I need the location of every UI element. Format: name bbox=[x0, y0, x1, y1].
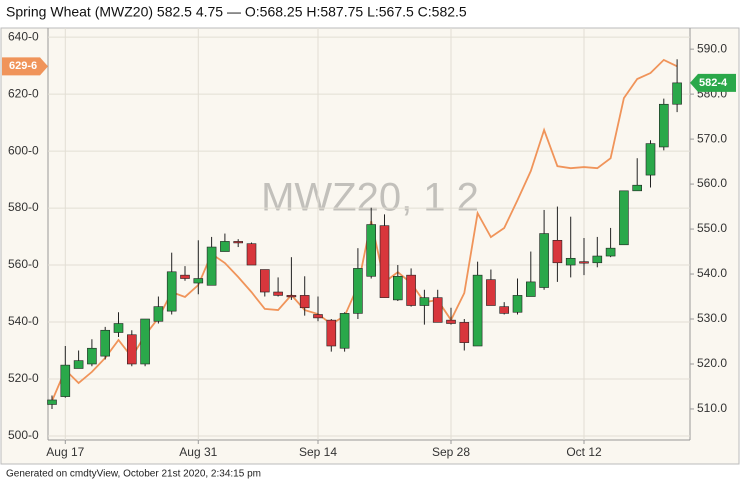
candle-body bbox=[233, 241, 243, 244]
candle-body bbox=[273, 291, 283, 296]
candle-body bbox=[246, 243, 257, 266]
candle-body bbox=[326, 319, 337, 347]
last-label: 629-6 bbox=[9, 60, 37, 72]
last-badge bbox=[2, 57, 48, 76]
candle-body bbox=[313, 314, 323, 319]
candle-body bbox=[180, 274, 190, 279]
candle-body bbox=[645, 143, 656, 176]
candle-body bbox=[592, 255, 603, 264]
y-tick-label: 620-0 bbox=[8, 86, 39, 100]
candle-body bbox=[472, 274, 483, 347]
candle-body bbox=[619, 190, 629, 246]
candle-body bbox=[539, 233, 549, 288]
chart-title: Spring Wheat (MWZ20) 582.5 4.75 — O:568.… bbox=[6, 4, 467, 20]
y2-tick-label: 510.0 bbox=[697, 401, 727, 415]
candle-body bbox=[366, 224, 377, 277]
candle-body bbox=[459, 322, 470, 343]
candle-body bbox=[525, 281, 536, 297]
candle-body bbox=[512, 295, 523, 313]
y2-tick-label: 550.0 bbox=[697, 221, 727, 235]
candle-body bbox=[60, 364, 71, 397]
y-tick-label: 500-0 bbox=[8, 428, 39, 442]
candle-body bbox=[166, 271, 177, 312]
candle-body bbox=[379, 225, 390, 298]
candle-body bbox=[193, 278, 204, 284]
x-tick-label: Sep 14 bbox=[299, 445, 337, 459]
y2-tick-label: 520.0 bbox=[697, 356, 727, 370]
candle-body bbox=[658, 103, 669, 148]
y-tick-label: 600-0 bbox=[8, 143, 39, 157]
candle-body bbox=[87, 347, 97, 365]
watermark: MWZ20, 1 2 bbox=[261, 176, 479, 220]
footer: Generated on cmdtyView, October 21st 202… bbox=[6, 469, 261, 480]
y2-tick-label: 560.0 bbox=[697, 176, 727, 190]
x-tick-label: Sep 28 bbox=[432, 445, 470, 459]
candle-body bbox=[406, 274, 416, 306]
y-tick-label: 560-0 bbox=[8, 257, 39, 271]
candle-body bbox=[286, 295, 297, 298]
y2-tick-label: 590.0 bbox=[697, 41, 727, 55]
x-tick-label: Oct 12 bbox=[566, 445, 602, 459]
candle-body bbox=[206, 246, 217, 286]
last-label: 582-4 bbox=[699, 77, 728, 89]
candle-body bbox=[140, 318, 150, 365]
candle-body bbox=[392, 275, 403, 301]
y-tick-label: 640-0 bbox=[8, 29, 39, 43]
last-badge bbox=[690, 73, 736, 92]
candle-body bbox=[605, 247, 616, 257]
candle-body bbox=[632, 184, 643, 192]
candle-body bbox=[499, 306, 510, 314]
candle-body bbox=[299, 295, 310, 309]
candle-body bbox=[565, 257, 576, 266]
x-tick-label: Aug 31 bbox=[179, 445, 217, 459]
candle-body bbox=[220, 241, 230, 252]
candle-body bbox=[552, 239, 563, 264]
candle-body bbox=[579, 261, 589, 264]
candle-body bbox=[419, 297, 430, 306]
candle-body bbox=[486, 279, 496, 306]
candle-body bbox=[446, 319, 456, 324]
y-tick-label: 580-0 bbox=[8, 200, 39, 214]
candle-body bbox=[432, 297, 443, 323]
candle-body bbox=[100, 329, 110, 357]
candle-body bbox=[153, 306, 164, 322]
y-tick-label: 520-0 bbox=[8, 371, 39, 385]
y2-tick-label: 530.0 bbox=[697, 311, 727, 325]
y-tick-label: 540-0 bbox=[8, 314, 39, 328]
candle-body bbox=[353, 268, 363, 314]
candle-body bbox=[259, 269, 270, 293]
x-tick-label: Aug 17 bbox=[46, 445, 84, 459]
candle-body bbox=[73, 360, 84, 369]
candle-body bbox=[339, 313, 350, 349]
y2-tick-label: 570.0 bbox=[697, 131, 727, 145]
candle-body bbox=[127, 334, 137, 365]
y2-tick-label: 540.0 bbox=[697, 266, 727, 280]
candle-body bbox=[672, 82, 682, 105]
candle-body bbox=[47, 399, 57, 405]
candle-body bbox=[113, 323, 124, 333]
